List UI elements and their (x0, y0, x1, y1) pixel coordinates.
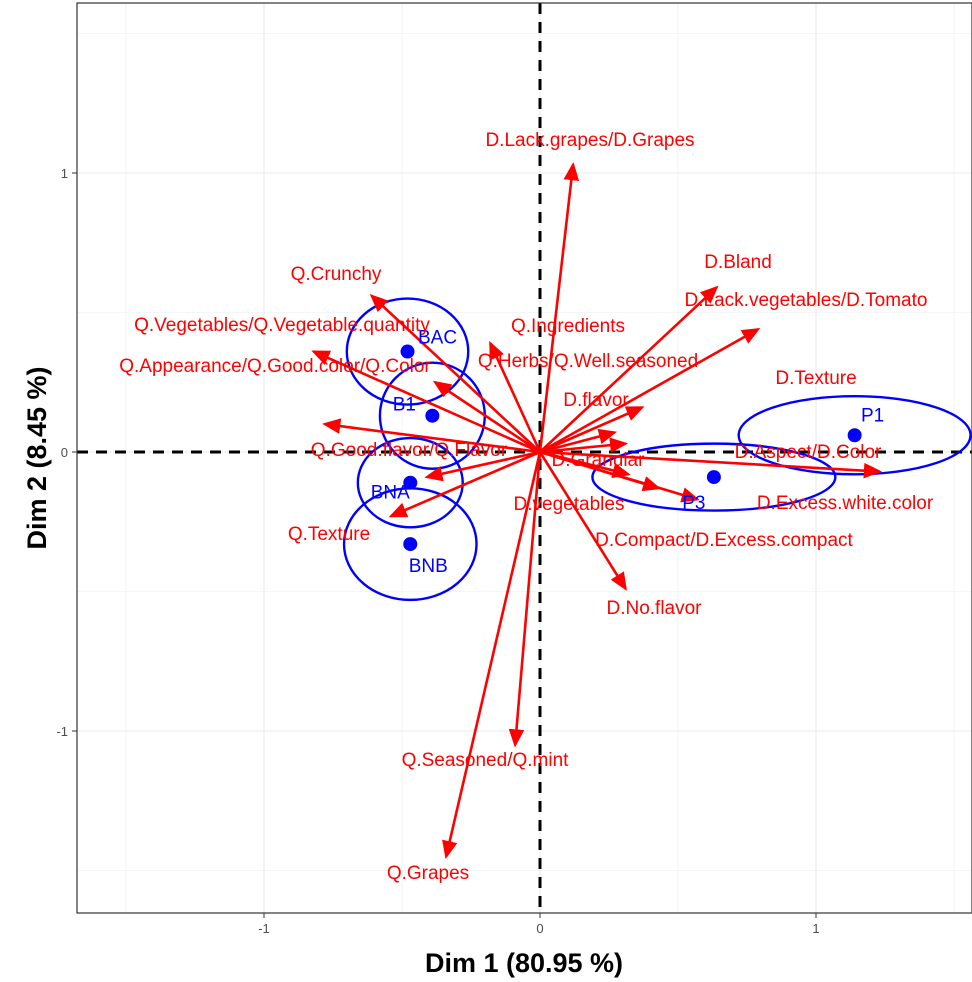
y-tick-label: 1 (61, 166, 68, 181)
arrow-q-appearance-q-good-color-q-color (322, 418, 541, 454)
variable-label-d-flavor: D.flavor (563, 390, 629, 411)
point-p1 (847, 428, 862, 443)
reference-lines (77, 3, 972, 913)
ellipse-p1 (737, 395, 972, 476)
arrow-q-crunchy (369, 293, 541, 453)
product-label-b1: B1 (393, 395, 416, 416)
arrow-d-bland (539, 285, 719, 453)
product-labels: BAC B1 BNA BNB P1 P3 (371, 328, 885, 578)
variable-label-d-excess-white-color: D.Excess.white.color (757, 493, 934, 514)
arrow-d-lack-vegetables-d-tomato (539, 327, 761, 454)
product-label-p3: P3 (682, 493, 705, 514)
variable-label-d-no-flavor: D.No.flavor (606, 598, 702, 619)
variable-label-q-seasoned-q-mint: Q.Seasoned/Q.mint (402, 750, 570, 771)
point-bna (403, 475, 418, 490)
product-label-bna: BNA (371, 483, 410, 504)
arrow-d-texture (539, 406, 645, 454)
arrow-q-texture (388, 450, 541, 518)
point-bac (400, 344, 415, 359)
variable-label-d-granular: D.Granular (552, 450, 646, 471)
arrow-d-lack-grapes-d-grapes (538, 162, 580, 453)
variable-label-d-compact-d-excess-compact: D.Compact/D.Excess.compact (595, 530, 853, 551)
ellipse-bna (356, 436, 464, 529)
y-tick-label: -1 (56, 724, 68, 739)
panel-border (76, 2, 972, 914)
arrow-d-aspect-d-color (539, 450, 883, 479)
product-label-p1: P1 (861, 405, 884, 426)
point-p3 (706, 470, 721, 485)
arrow-q-herbs-q-well-seasoned (432, 380, 541, 454)
arrow-q-grapes (442, 451, 542, 860)
arrow-q-seasoned-q-mint (508, 451, 542, 748)
arrow-q-good-flavor-q-flavor (424, 450, 541, 482)
x-tick-label: -1 (258, 921, 270, 936)
variable-label-d-lack-vegetables-d-tomato: D.Lack.vegetables/D.Tomato (685, 290, 928, 311)
variable-label-q-appearance-q-good-color-q-color: Q.Appearance/Q.Good.color/Q.Color (119, 356, 431, 377)
variable-label-d-aspect-d-color: D.Aspect/D.Color (735, 442, 882, 463)
arrow-d-flavor (539, 428, 618, 454)
y-tick-label: 0 (61, 445, 68, 460)
variable-label-q-ingredients: Q.Ingredients (511, 316, 625, 337)
point-b1 (425, 408, 440, 423)
variable-label-d-lack-grapes-d-grapes: D.Lack.grapes/D.Grapes (485, 130, 694, 151)
product-label-bnb: BNB (409, 556, 448, 577)
variable-label-q-texture: Q.Texture (288, 524, 370, 545)
arrow-q-ingredients (489, 340, 542, 453)
arrow-q-vegetables-q-vegetable-quantity (311, 350, 541, 454)
variable-label-q-vegetables-q-vegetable-quantity: Q.Vegetables/Q.Vegetable.quantity (134, 315, 430, 336)
variable-label-d-texture: D.Texture (775, 368, 856, 389)
ellipse-bac (345, 297, 470, 406)
variable-label-d-bland: D.Bland (704, 252, 772, 273)
product-label-bac: BAC (418, 328, 457, 349)
arrow-d-vegetables (539, 450, 631, 479)
variable-arrows (311, 162, 883, 860)
point-bnb (403, 537, 418, 552)
variable-label-q-good-flavor-q-flavor: Q.Good.flavor/Q.Flavor (311, 440, 508, 461)
variable-label-d-vegetables: D.vegetables (514, 494, 625, 515)
ellipse-p3 (591, 442, 837, 512)
x-tick-label: 1 (812, 921, 819, 936)
variable-label-q-herbs-q-well-seasoned: Q.Herbs/Q.Well.seasoned (478, 351, 698, 372)
arrow-d-granular (539, 437, 629, 454)
axis-ticks: -1 0 1 -1 0 1 (56, 166, 819, 936)
x-axis-title: Dim 1 (80.95 %) (425, 948, 623, 978)
variable-labels: D.Lack.grapes/D.Grapes D.Bland D.Lack.vege… (119, 130, 934, 884)
variable-label-q-crunchy: Q.Crunchy (291, 264, 382, 285)
y-axis-title: Dim 2 (8.45 %) (22, 366, 52, 549)
x-tick-label: 0 (536, 921, 543, 936)
product-points (400, 344, 862, 552)
arrow-d-no-flavor (538, 451, 627, 591)
variable-label-q-grapes: Q.Grapes (387, 863, 469, 884)
